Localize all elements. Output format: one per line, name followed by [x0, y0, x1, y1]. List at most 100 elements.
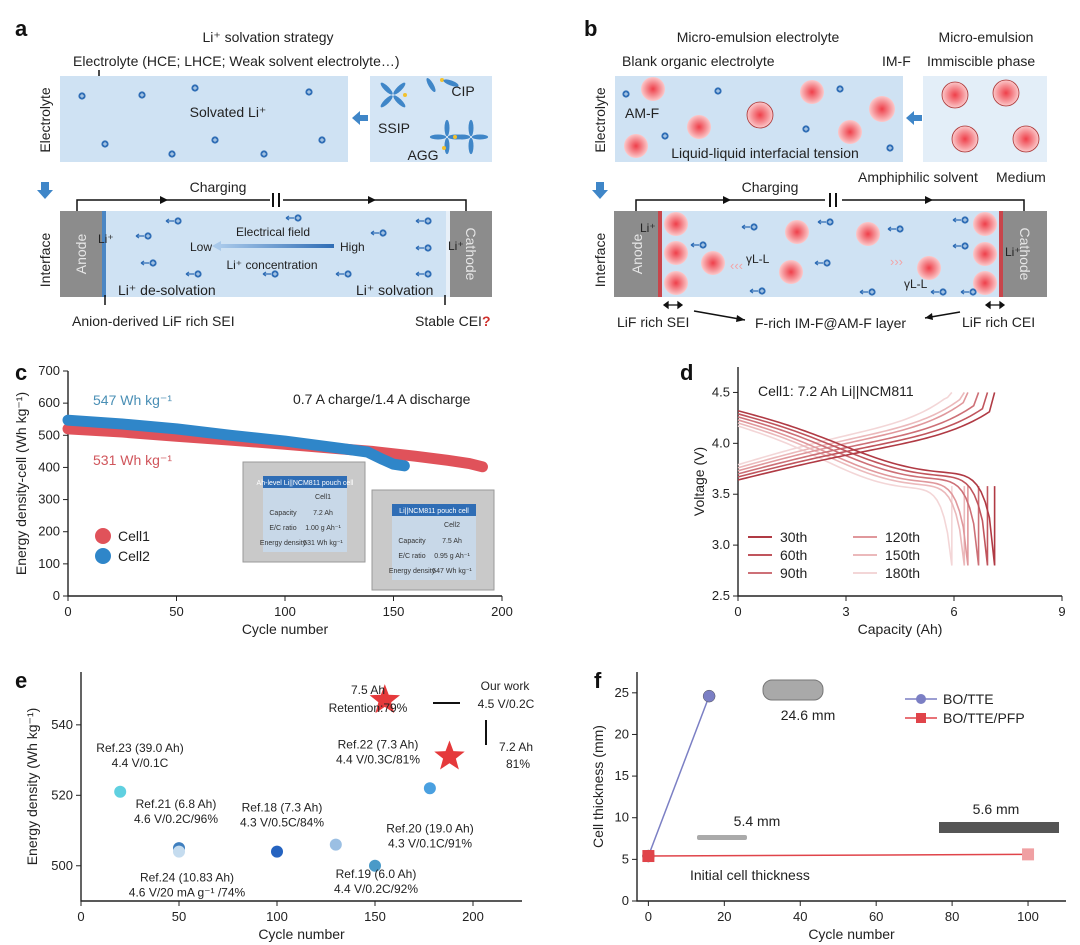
cell-info-key: Energy density [260, 540, 307, 547]
plus-icon [760, 289, 764, 293]
medium-label: Medium [996, 169, 1046, 185]
series-label-cell1: 531 Wh kg⁻¹ [93, 452, 172, 468]
y-tick-label: 0 [622, 893, 629, 908]
droplet [917, 256, 941, 280]
legend-marker [916, 694, 926, 704]
gamma-label-right: γL-L [904, 277, 928, 291]
x-tick-label: 50 [172, 909, 186, 924]
solvation-label: Li⁺ solvation [356, 282, 433, 298]
solvent-molecule [468, 119, 474, 137]
x-tick-label: 50 [169, 604, 183, 619]
charging-label: Charging [742, 179, 799, 195]
x-tick-label: 60 [869, 909, 883, 924]
cell-info-key: E/C ratio [269, 525, 296, 532]
y-tick-label: 100 [38, 556, 60, 571]
ion-arrow [887, 226, 896, 232]
ion-arrow [140, 260, 149, 266]
data-label: 4.3 V/0.5C/84% [240, 816, 324, 830]
our-work-label: Our work [481, 679, 531, 693]
y-tick-label: 3.5 [712, 486, 730, 501]
solvent-molecule [443, 79, 459, 87]
plus-icon [307, 90, 311, 94]
droplet [869, 96, 895, 122]
ion-arrow [814, 260, 823, 266]
x-axis-label: Cycle number [258, 926, 345, 942]
gamma-label-left: γL-L [746, 252, 770, 266]
y-tick-label: 0 [53, 588, 60, 603]
droplets [622, 77, 1040, 296]
plus-icon [870, 290, 874, 294]
charging-label: Charging [190, 179, 247, 195]
y-axis-label: Energy density (Wh kg⁻¹) [24, 708, 40, 866]
cell-info-key: Energy density [389, 568, 436, 575]
ssip-label: SSIP [378, 120, 410, 136]
cell-info-key: Capacity [398, 538, 426, 545]
panel-label-c: c [15, 360, 27, 385]
x-tick-label: 150 [383, 604, 405, 619]
legend-label: Cell2 [118, 548, 150, 564]
ion-arrow [335, 271, 344, 277]
droplet [664, 212, 688, 236]
anion [453, 135, 457, 139]
x-axis-label: Capacity (Ah) [858, 621, 943, 637]
plus-icon [898, 227, 902, 231]
discharge-curve-180th [737, 425, 953, 566]
droplet [992, 79, 1020, 107]
cell-info-value: 547 Wh kg⁻¹ [432, 568, 472, 575]
y-tick-label: 20 [615, 726, 629, 741]
legend-label: Cell1 [118, 528, 150, 544]
discharge-curve-30th [737, 409, 996, 566]
li-ion-label-right: Li⁺ [448, 239, 464, 253]
y-tick-label: 700 [38, 363, 60, 378]
chart-d: 0 3 6 9 2.5 3.0 3.5 4.0 4.5 Capacity (Ah) Voltage … [691, 367, 1066, 637]
droplet [1012, 125, 1040, 153]
data-label: Ref.21 (6.8 Ah) [136, 797, 217, 811]
ion-arrow [952, 217, 961, 223]
data-label: Ref.19 (6.0 Ah) [336, 867, 417, 881]
cathode-label: Cathode [1017, 228, 1033, 281]
discharge-curve-60th [737, 413, 989, 566]
immiscible-phase-label: Immiscible phase [927, 53, 1035, 69]
ion-arrow [817, 219, 826, 225]
cei-layer [999, 211, 1003, 297]
sei-label: LiF rich SEI [617, 314, 689, 330]
legend-marker [95, 548, 111, 564]
star-label: 7.2 Ah [499, 740, 533, 754]
down-arrow-icon [592, 182, 608, 199]
annotation: 24.6 mm [781, 707, 835, 723]
ion-arrow [930, 289, 939, 295]
chevrons-right-icon: ››› [890, 254, 903, 269]
data-point [702, 689, 716, 703]
x-axis-label: Cycle number [242, 621, 329, 637]
y-tick-label: 25 [615, 685, 629, 700]
data-label: Ref.24 (10.83 Ah) [140, 871, 234, 885]
cathode [450, 211, 492, 297]
plus-icon [838, 87, 842, 91]
solvent-molecule [380, 82, 393, 95]
solvent-molecule [468, 137, 474, 155]
droplet [941, 81, 969, 109]
x-tick-label: 0 [77, 909, 84, 924]
droplet [973, 271, 997, 295]
layer-label: F-rich IM-F@AM-F layer [755, 315, 906, 331]
cei-label: LiF rich CEI [962, 314, 1035, 330]
initial-cell-photo [697, 835, 747, 840]
solvated-li-label: Solvated Li⁺ [190, 104, 267, 120]
row-label-electrolyte: Electrolyte [592, 87, 608, 153]
plus-icon [663, 134, 667, 138]
x-tick-label: 100 [274, 604, 296, 619]
cell-info-title: Ah-level Li||NCM811 pouch cell [257, 480, 354, 487]
high-label: High [340, 240, 365, 254]
amf-label: AM-F [625, 105, 659, 121]
star-label: 81% [506, 757, 530, 771]
plus-icon [273, 272, 277, 276]
plus-icon [213, 138, 217, 142]
ion-arrow [415, 245, 424, 251]
row-label-interface: Interface [37, 233, 53, 288]
x-tick-label: 6 [950, 604, 957, 619]
x-tick-label: 0 [734, 604, 741, 619]
down-arrow-icon [37, 182, 53, 199]
x-tick-label: 3 [842, 604, 849, 619]
anode [614, 211, 658, 297]
